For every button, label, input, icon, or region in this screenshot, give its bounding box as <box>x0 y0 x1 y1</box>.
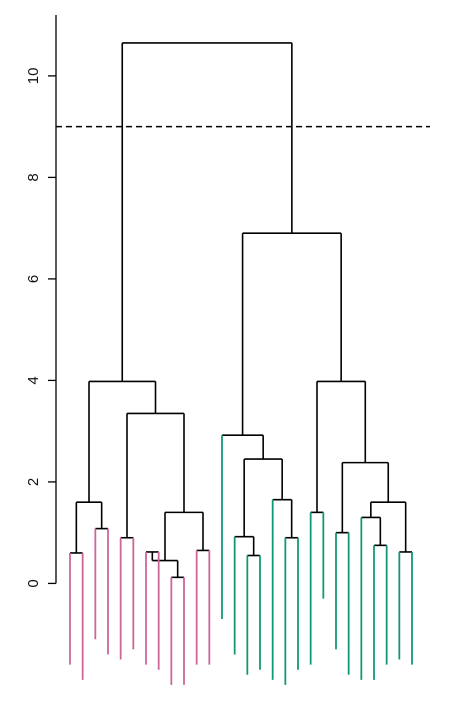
y-tick-label: 4 <box>25 376 42 384</box>
y-tick-label: 10 <box>25 68 42 85</box>
dendrogram-tree <box>69 42 413 685</box>
y-axis: 0 2 4 6 8 10 <box>25 15 57 588</box>
y-tick-label: 8 <box>25 173 42 181</box>
y-tick-label: 2 <box>25 478 42 486</box>
y-tick-label: 6 <box>25 275 42 283</box>
y-tick-label: 0 <box>25 579 42 587</box>
